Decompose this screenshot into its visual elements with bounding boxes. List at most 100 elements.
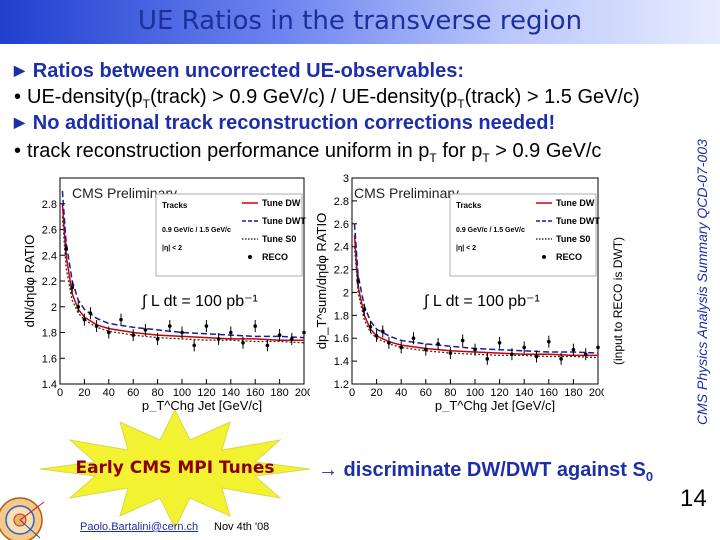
chart-legend: Tracks 0.9 GeV/c / 1.5 GeV/c |η| < 2 Tune D… [450, 194, 600, 276]
reco-input-note: (input to RECO is DWT) [611, 237, 625, 365]
legend-entry-label: RECO [262, 252, 288, 262]
bullet-4: • track reconstruction performance unifor… [14, 140, 601, 165]
legend-entry-label: Tune S0 [262, 234, 296, 244]
dot-bullet-icon: • [14, 86, 21, 108]
reco-point [559, 357, 563, 361]
y-tick-label: 1.4 [42, 379, 57, 391]
reco-point [266, 344, 270, 348]
reco-point [180, 331, 184, 335]
x-tick-label: 180 [564, 387, 582, 399]
author-email-link[interactable]: Paolo.Bartalini@cern.ch [80, 521, 198, 533]
x-axis-label: p_T^Chg Jet [GeV/c] [435, 398, 555, 412]
legend-title: Tracks [162, 201, 188, 210]
reco-point [498, 341, 502, 345]
legend-title: Tracks [456, 201, 482, 210]
density-ratio-chart: 0 20 40 60 80 100 120 140 160 180 200 1.4 1.6 1.8 2 2.2… [20, 172, 310, 412]
y-tick-label: 2.8 [334, 196, 349, 208]
bullet-1-text: Ratios between uncorrected UE-observable… [33, 60, 464, 82]
x-tick-label: 0 [349, 387, 355, 399]
reco-point [356, 279, 360, 283]
y-tick-label: 2.4 [334, 242, 349, 254]
reco-point [375, 334, 379, 338]
analysis-summary-reference: CMS Physics Analysis Summary QCD-07-003 [694, 139, 710, 425]
y-axis-label: dN/dηdφ RATIO [22, 235, 37, 328]
x-tick-label: 0 [57, 387, 63, 399]
x-tick-label: 40 [395, 387, 407, 399]
x-tick-label: 20 [370, 387, 382, 399]
reco-point [64, 247, 68, 251]
reco-point [449, 351, 453, 355]
triangle-bullet-icon: ▶ [14, 114, 25, 130]
reco-point [70, 286, 74, 290]
reco-point [217, 337, 221, 341]
y-tick-label: 1.6 [334, 333, 349, 345]
conclusion-main: → discriminate DW/DWT against S [318, 459, 646, 481]
reco-point [572, 348, 576, 352]
reco-point [192, 344, 196, 348]
legend-entry-label: Tune DWT [556, 216, 600, 226]
reco-point [584, 352, 588, 356]
mpi-tunes-label: Early CMS MPI Tunes [40, 458, 310, 478]
legend-entry-label: RECO [556, 252, 582, 262]
x-tick-label: 200 [295, 387, 310, 399]
x-tick-label: 20 [78, 387, 90, 399]
y-tick-label: 1.2 [334, 379, 349, 391]
footer-date: Nov 4th '08 [214, 521, 269, 533]
bullet-2-part: UE-density(p [27, 86, 143, 108]
bullet-3: ▶ No additional track reconstruction corr… [14, 112, 555, 135]
reco-point [535, 355, 539, 359]
reco-point [156, 337, 160, 341]
legend-cut-eta: |η| < 2 [162, 245, 182, 252]
reco-point [424, 348, 428, 352]
legend-cut-pt: 0.9 GeV/c / 1.5 GeV/c [456, 227, 525, 234]
y-tick-label: 2.4 [42, 250, 57, 262]
y-tick-label: 2 [51, 302, 57, 314]
bullet-2: • UE-density(pT(track) > 0.9 GeV/c) / UE-… [14, 86, 640, 111]
reco-point [522, 346, 526, 350]
page-number: 14 [680, 485, 707, 513]
y-tick-label: 2.6 [334, 219, 349, 231]
legend-entry-label: Tune DW [556, 198, 595, 208]
y-tick-label: 2.6 [42, 225, 57, 237]
x-tick-label: 200 [589, 387, 604, 399]
bullet-4-part: > 0.9 GeV/c [490, 140, 602, 162]
bullet-2-part: (track) > 1.5 GeV/c) [465, 86, 640, 108]
x-tick-label: 60 [420, 387, 432, 399]
reco-point [253, 324, 257, 328]
legend-cut-eta: |η| < 2 [456, 245, 476, 252]
legend-entry-label: Tune DWT [262, 216, 306, 226]
legend-cut-pt: 0.9 GeV/c / 1.5 GeV/c [162, 227, 231, 234]
reco-point [83, 318, 87, 322]
reco-point [510, 352, 514, 356]
reco-point [241, 341, 245, 345]
legend-sample-marker [542, 255, 546, 259]
reco-point [381, 330, 385, 334]
legend-entry-label: Tune DW [262, 198, 301, 208]
bullet-3-text: No additional track reconstruction corre… [33, 112, 555, 134]
y-axis-label: dp_T^sum/dηdφ RATIO [314, 213, 329, 349]
reco-point [107, 331, 111, 335]
y-tick-label: 2.8 [42, 199, 57, 211]
bullet-4-part: track reconstruction performance uniform… [27, 140, 429, 162]
bullet-2-sub: T [457, 97, 464, 111]
x-tick-label: 180 [270, 387, 288, 399]
reco-point [412, 336, 416, 340]
chart-title: CMS Preliminary [354, 185, 459, 201]
luminosity-annotation: ∫ L dt = 100 pb⁻¹ [141, 293, 258, 310]
conclusion-text: → discriminate DW/DWT against S0 [318, 459, 653, 484]
bullet-4-sub: T [482, 151, 489, 165]
y-tick-label: 1.8 [334, 310, 349, 322]
chart-legend: Tracks 0.9 GeV/c / 1.5 GeV/c |η| < 2 Tune D… [156, 194, 306, 276]
x-tick-label: 60 [127, 387, 139, 399]
reco-point [77, 305, 81, 309]
y-tick-label: 3 [343, 173, 349, 185]
reco-point [144, 328, 148, 332]
reco-point [473, 348, 477, 352]
slide-title: UE Ratios in the transverse region [0, 6, 720, 36]
bullet-4-part: for p [437, 140, 483, 162]
reco-point [205, 324, 209, 328]
reco-point [290, 337, 294, 341]
ptsum-ratio-chart: 0 20 40 60 80 100 120 140 160 180 200 1.2 1.4 1.6 1.8 2… [312, 172, 604, 412]
reco-point [363, 308, 367, 312]
cms-logo-icon [0, 492, 48, 540]
